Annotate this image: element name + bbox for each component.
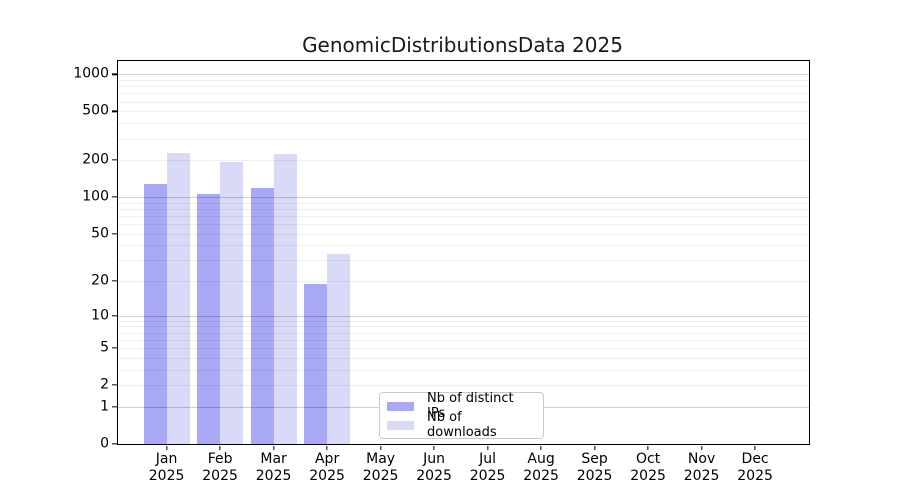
y-tick-mark xyxy=(112,406,117,408)
x-tick-mark xyxy=(165,445,168,450)
x-tick-label: Jan 2025 xyxy=(148,451,185,484)
bar-distinct-ips-mar xyxy=(250,187,274,444)
x-tick-mark xyxy=(326,445,328,450)
y-tick-label: 5 xyxy=(100,339,109,356)
x-tick-mark xyxy=(647,445,649,450)
y-tick-label: 100 xyxy=(82,188,109,205)
x-tick-mark xyxy=(700,445,703,450)
x-tick-label: Oct 2025 xyxy=(630,451,666,484)
x-tick-mark xyxy=(486,445,489,450)
y-tick-mark xyxy=(112,280,117,282)
x-tick-label: Jul 2025 xyxy=(469,451,506,484)
legend-swatch-distinct-ips xyxy=(387,401,414,411)
y-tick-mark xyxy=(112,196,117,198)
x-tick-mark xyxy=(433,445,435,450)
y-tick-mark xyxy=(112,443,117,445)
x-axis: Jan 2025 Feb 2025 Mar 2025 Apr 2025 May 2025… xyxy=(118,61,809,484)
x-tick-label: Jun 2025 xyxy=(416,451,452,484)
x-tick-mark xyxy=(593,445,596,450)
y-tick-mark xyxy=(112,384,117,386)
legend: Nb of distinct IPs Nb of downloads xyxy=(379,391,544,440)
bar-downloads-mar xyxy=(273,153,297,444)
legend-item-distinct-ips: Nb of distinct IPs xyxy=(387,391,535,421)
y-tick-label: 2 xyxy=(100,376,109,393)
x-tick-label: Sep 2025 xyxy=(576,451,613,484)
legend-label-downloads: Nb of downloads xyxy=(427,410,497,440)
x-tick-mark xyxy=(272,445,275,450)
legend-item-downloads: Nb of downloads xyxy=(387,410,535,440)
y-tick-label: 1 xyxy=(100,398,109,415)
y-tick-label: 0 xyxy=(100,435,109,452)
x-tick-label: May 2025 xyxy=(362,451,399,484)
bar-downloads-feb xyxy=(220,162,244,444)
y-tick-mark xyxy=(112,159,117,161)
bar-distinct-ips-jan xyxy=(143,184,167,444)
legend-label-distinct-ips: Nb of distinct IPs xyxy=(427,391,514,421)
x-tick-mark xyxy=(219,445,221,450)
y-tick-mark xyxy=(112,315,117,317)
x-tick-mark xyxy=(540,445,542,450)
y-tick-mark xyxy=(112,110,117,113)
x-tick-label: Apr 2025 xyxy=(309,451,345,484)
plot-area: 0 1 2 5 10 20 50 100 200 500 1000 Jan 2025 Feb 2025… xyxy=(73,60,810,484)
y-tick-mark xyxy=(112,73,117,75)
bar-distinct-ips-feb xyxy=(197,194,221,444)
x-tick-mark xyxy=(754,445,756,450)
x-tick-label: Nov 2025 xyxy=(683,451,720,484)
bar-downloads-jan xyxy=(166,153,190,444)
y-tick-label: 20 xyxy=(91,272,109,289)
x-tick-mark xyxy=(379,445,382,450)
x-tick-label: Feb 2025 xyxy=(202,451,238,484)
y-tick-label: 1000 xyxy=(73,65,109,82)
x-tick-label: Mar 2025 xyxy=(255,451,292,484)
y-axis: 0 1 2 5 10 20 50 100 200 500 1000 xyxy=(73,61,809,450)
y-tick-mark xyxy=(112,232,117,235)
x-tick-label: Dec 2025 xyxy=(737,451,773,484)
chart-title: GenomicDistributionsData 2025 xyxy=(302,33,623,57)
bar-distinct-ips-apr xyxy=(304,283,328,444)
y-tick-label: 500 xyxy=(82,102,109,119)
legend-swatch-downloads xyxy=(387,420,414,430)
bars-layer xyxy=(118,61,809,444)
y-tick-mark xyxy=(112,347,117,349)
y-tick-label: 200 xyxy=(82,151,109,168)
x-tick-label: Aug 2025 xyxy=(523,451,559,484)
bar-downloads-apr xyxy=(327,253,351,444)
y-tick-label: 50 xyxy=(91,225,109,242)
y-tick-label: 10 xyxy=(91,307,109,324)
